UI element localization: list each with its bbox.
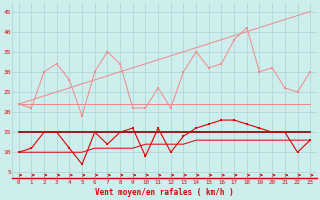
X-axis label: Vent moyen/en rafales ( km/h ): Vent moyen/en rafales ( km/h ) xyxy=(95,188,234,197)
